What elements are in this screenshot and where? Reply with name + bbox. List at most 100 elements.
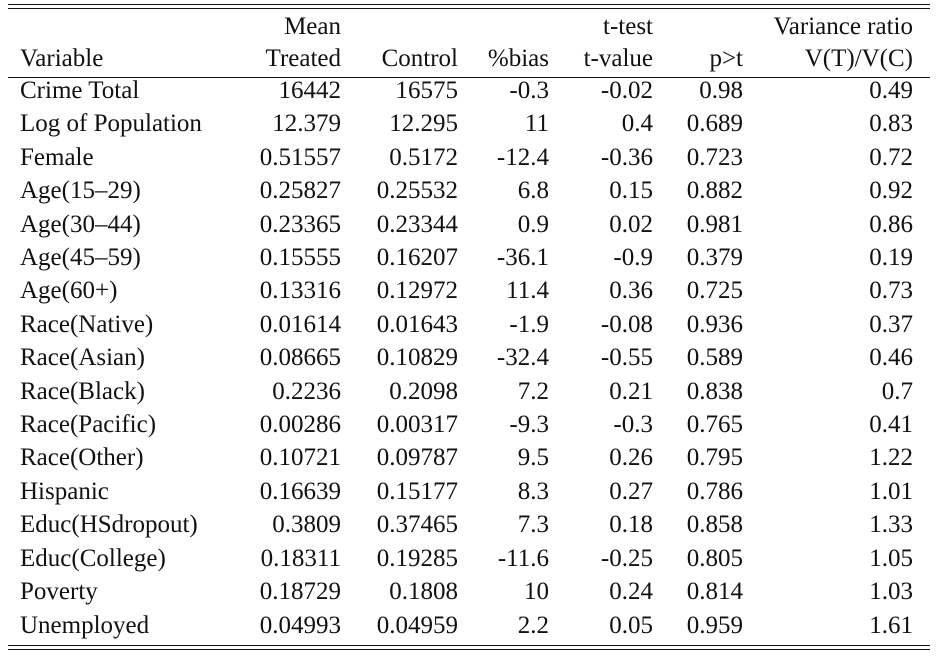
table-row: Female 0.51557 0.5172 -12.4 -0.36 0.723 0.72 [8, 141, 930, 174]
cell-treated: 12.379 [272, 110, 341, 138]
header-pvalue: p>t [709, 44, 743, 72]
cell-pvalue: 0.98 [699, 77, 743, 104]
cell-variable: Race(Other) [20, 444, 144, 472]
cell-vratio: 0.49 [869, 77, 913, 104]
cell-control: 16575 [395, 77, 459, 104]
cell-treated: 0.13316 [259, 277, 341, 305]
cell-tvalue: -0.02 [600, 77, 653, 104]
top-rule-outer [8, 4, 930, 5]
cell-treated: 0.3809 [272, 511, 341, 539]
cell-pvalue: 0.795 [686, 444, 743, 472]
cell-control: 0.1808 [389, 578, 458, 606]
cell-bias: -36.1 [496, 244, 549, 272]
cell-variable: Race(Pacific) [20, 411, 157, 439]
cell-control: 0.25532 [376, 177, 458, 205]
cell-treated: 0.18729 [259, 578, 341, 606]
header-row-1: Mean t-test Variance ratio [8, 11, 930, 43]
cell-pvalue: 0.882 [686, 177, 743, 205]
cell-bias: 10 [524, 578, 549, 606]
cell-vratio: 0.73 [869, 277, 913, 305]
cell-variable: Hispanic [20, 477, 109, 505]
cell-vratio: 0.7 [881, 377, 913, 405]
cell-treated: 0.01614 [259, 310, 341, 338]
cell-tvalue: -0.55 [600, 344, 653, 372]
cell-variable: Log of Population [20, 110, 202, 138]
cell-control: 0.00317 [376, 411, 458, 439]
cell-pvalue: 0.379 [686, 244, 743, 272]
header-mean: Mean [284, 13, 341, 40]
cell-variable: Race(Asian) [20, 344, 145, 372]
cell-pvalue: 0.589 [686, 344, 743, 372]
table-row: Race(Asian) 0.08665 0.10829 -32.4 -0.55 0.589… [8, 341, 930, 374]
cell-treated: 0.08665 [259, 344, 341, 372]
header-variable: Variable [20, 44, 104, 72]
table-row: Crime Total 16442 16575 -0.3 -0.02 0.98 0.49 [8, 74, 930, 107]
cell-bias: 8.3 [517, 477, 549, 505]
cell-control: 0.09787 [376, 444, 458, 472]
cell-vratio: 0.37 [869, 310, 913, 338]
cell-tvalue: 0.05 [609, 611, 653, 639]
header-treated: Treated [265, 44, 341, 72]
cell-tvalue: 0.21 [609, 377, 653, 405]
cell-variable: Unemployed [20, 611, 150, 639]
header-row-2: Variable Treated Control %bias t-value p… [8, 43, 930, 75]
table-row: Race(Other) 0.10721 0.09787 9.5 0.26 0.795 1.2… [8, 441, 930, 474]
cell-bias: 11.4 [506, 277, 549, 305]
cell-treated: 0.15555 [259, 244, 341, 272]
cell-vratio: 0.72 [869, 143, 913, 171]
cell-tvalue: -0.36 [600, 143, 653, 171]
table-body: Crime Total 16442 16575 -0.3 -0.02 0.98 0.49 Lo… [8, 74, 930, 642]
cell-tvalue: -0.25 [600, 544, 653, 572]
cell-bias: -11.6 [497, 544, 549, 572]
cell-bias: 0.9 [517, 210, 549, 238]
cell-control: 0.2098 [389, 377, 458, 405]
table-row: Race(Native) 0.01614 0.01643 -1.9 -0.08 0.936… [8, 308, 930, 341]
cell-bias: -1.9 [509, 310, 549, 338]
cell-pvalue: 0.805 [686, 544, 743, 572]
cell-treated: 0.2236 [272, 377, 341, 405]
cell-variable: Age(30–44) [20, 210, 141, 238]
cell-pvalue: 0.725 [686, 277, 743, 305]
header-blank-bias [458, 11, 549, 43]
cell-bias: 7.3 [517, 511, 549, 539]
cell-vratio: 0.41 [869, 411, 913, 439]
table-row: Race(Black) 0.2236 0.2098 7.2 0.21 0.838 0.7 [8, 375, 930, 408]
cell-vratio: 1.01 [869, 477, 913, 505]
cell-variable: Age(15–29) [20, 177, 141, 205]
cell-treated: 0.25827 [259, 177, 341, 205]
header-vratio: V(T)/V(C) [804, 44, 913, 72]
cell-vratio: 1.61 [869, 611, 913, 639]
table-row: Age(45–59) 0.15555 0.16207 -36.1 -0.9 0.379 0.… [8, 241, 930, 274]
cell-bias: 7.2 [517, 377, 549, 405]
cell-control: 0.23344 [376, 210, 458, 238]
cell-control: 0.37465 [376, 511, 458, 539]
cell-control: 12.295 [389, 110, 458, 138]
cell-pvalue: 0.786 [686, 477, 743, 505]
header-variance-ratio: Variance ratio [773, 13, 913, 40]
cell-treated: 0.23365 [259, 210, 341, 238]
cell-tvalue: -0.9 [613, 244, 653, 272]
cell-tvalue: 0.36 [609, 277, 653, 305]
cell-control: 0.19285 [376, 544, 458, 572]
header-blank-p [653, 11, 743, 43]
header-blank-control [341, 11, 458, 43]
cell-control: 0.5172 [389, 143, 458, 171]
cell-bias: -0.3 [509, 77, 549, 104]
cell-vratio: 0.83 [869, 110, 913, 138]
cell-tvalue: 0.15 [609, 177, 653, 205]
cell-vratio: 1.05 [869, 544, 913, 572]
header-blank-variable [8, 11, 248, 43]
header-rule [8, 77, 930, 78]
cell-vratio: 1.03 [869, 578, 913, 606]
table-row: Unemployed 0.04993 0.04959 2.2 0.05 0.959 1.61 [8, 609, 930, 642]
cell-vratio: 0.86 [869, 210, 913, 238]
header-bias: %bias [487, 44, 549, 72]
cell-treated: 0.10721 [259, 444, 341, 472]
bottom-rule-outer [8, 649, 930, 650]
cell-pvalue: 0.814 [686, 578, 743, 606]
cell-vratio: 0.46 [869, 344, 913, 372]
cell-tvalue: 0.27 [609, 477, 653, 505]
balance-table: Mean t-test Variance ratio Variable Trea… [8, 11, 930, 642]
cell-control: 0.15177 [376, 477, 458, 505]
table-row: Age(15–29) 0.25827 0.25532 6.8 0.15 0.882 0.92 [8, 174, 930, 207]
